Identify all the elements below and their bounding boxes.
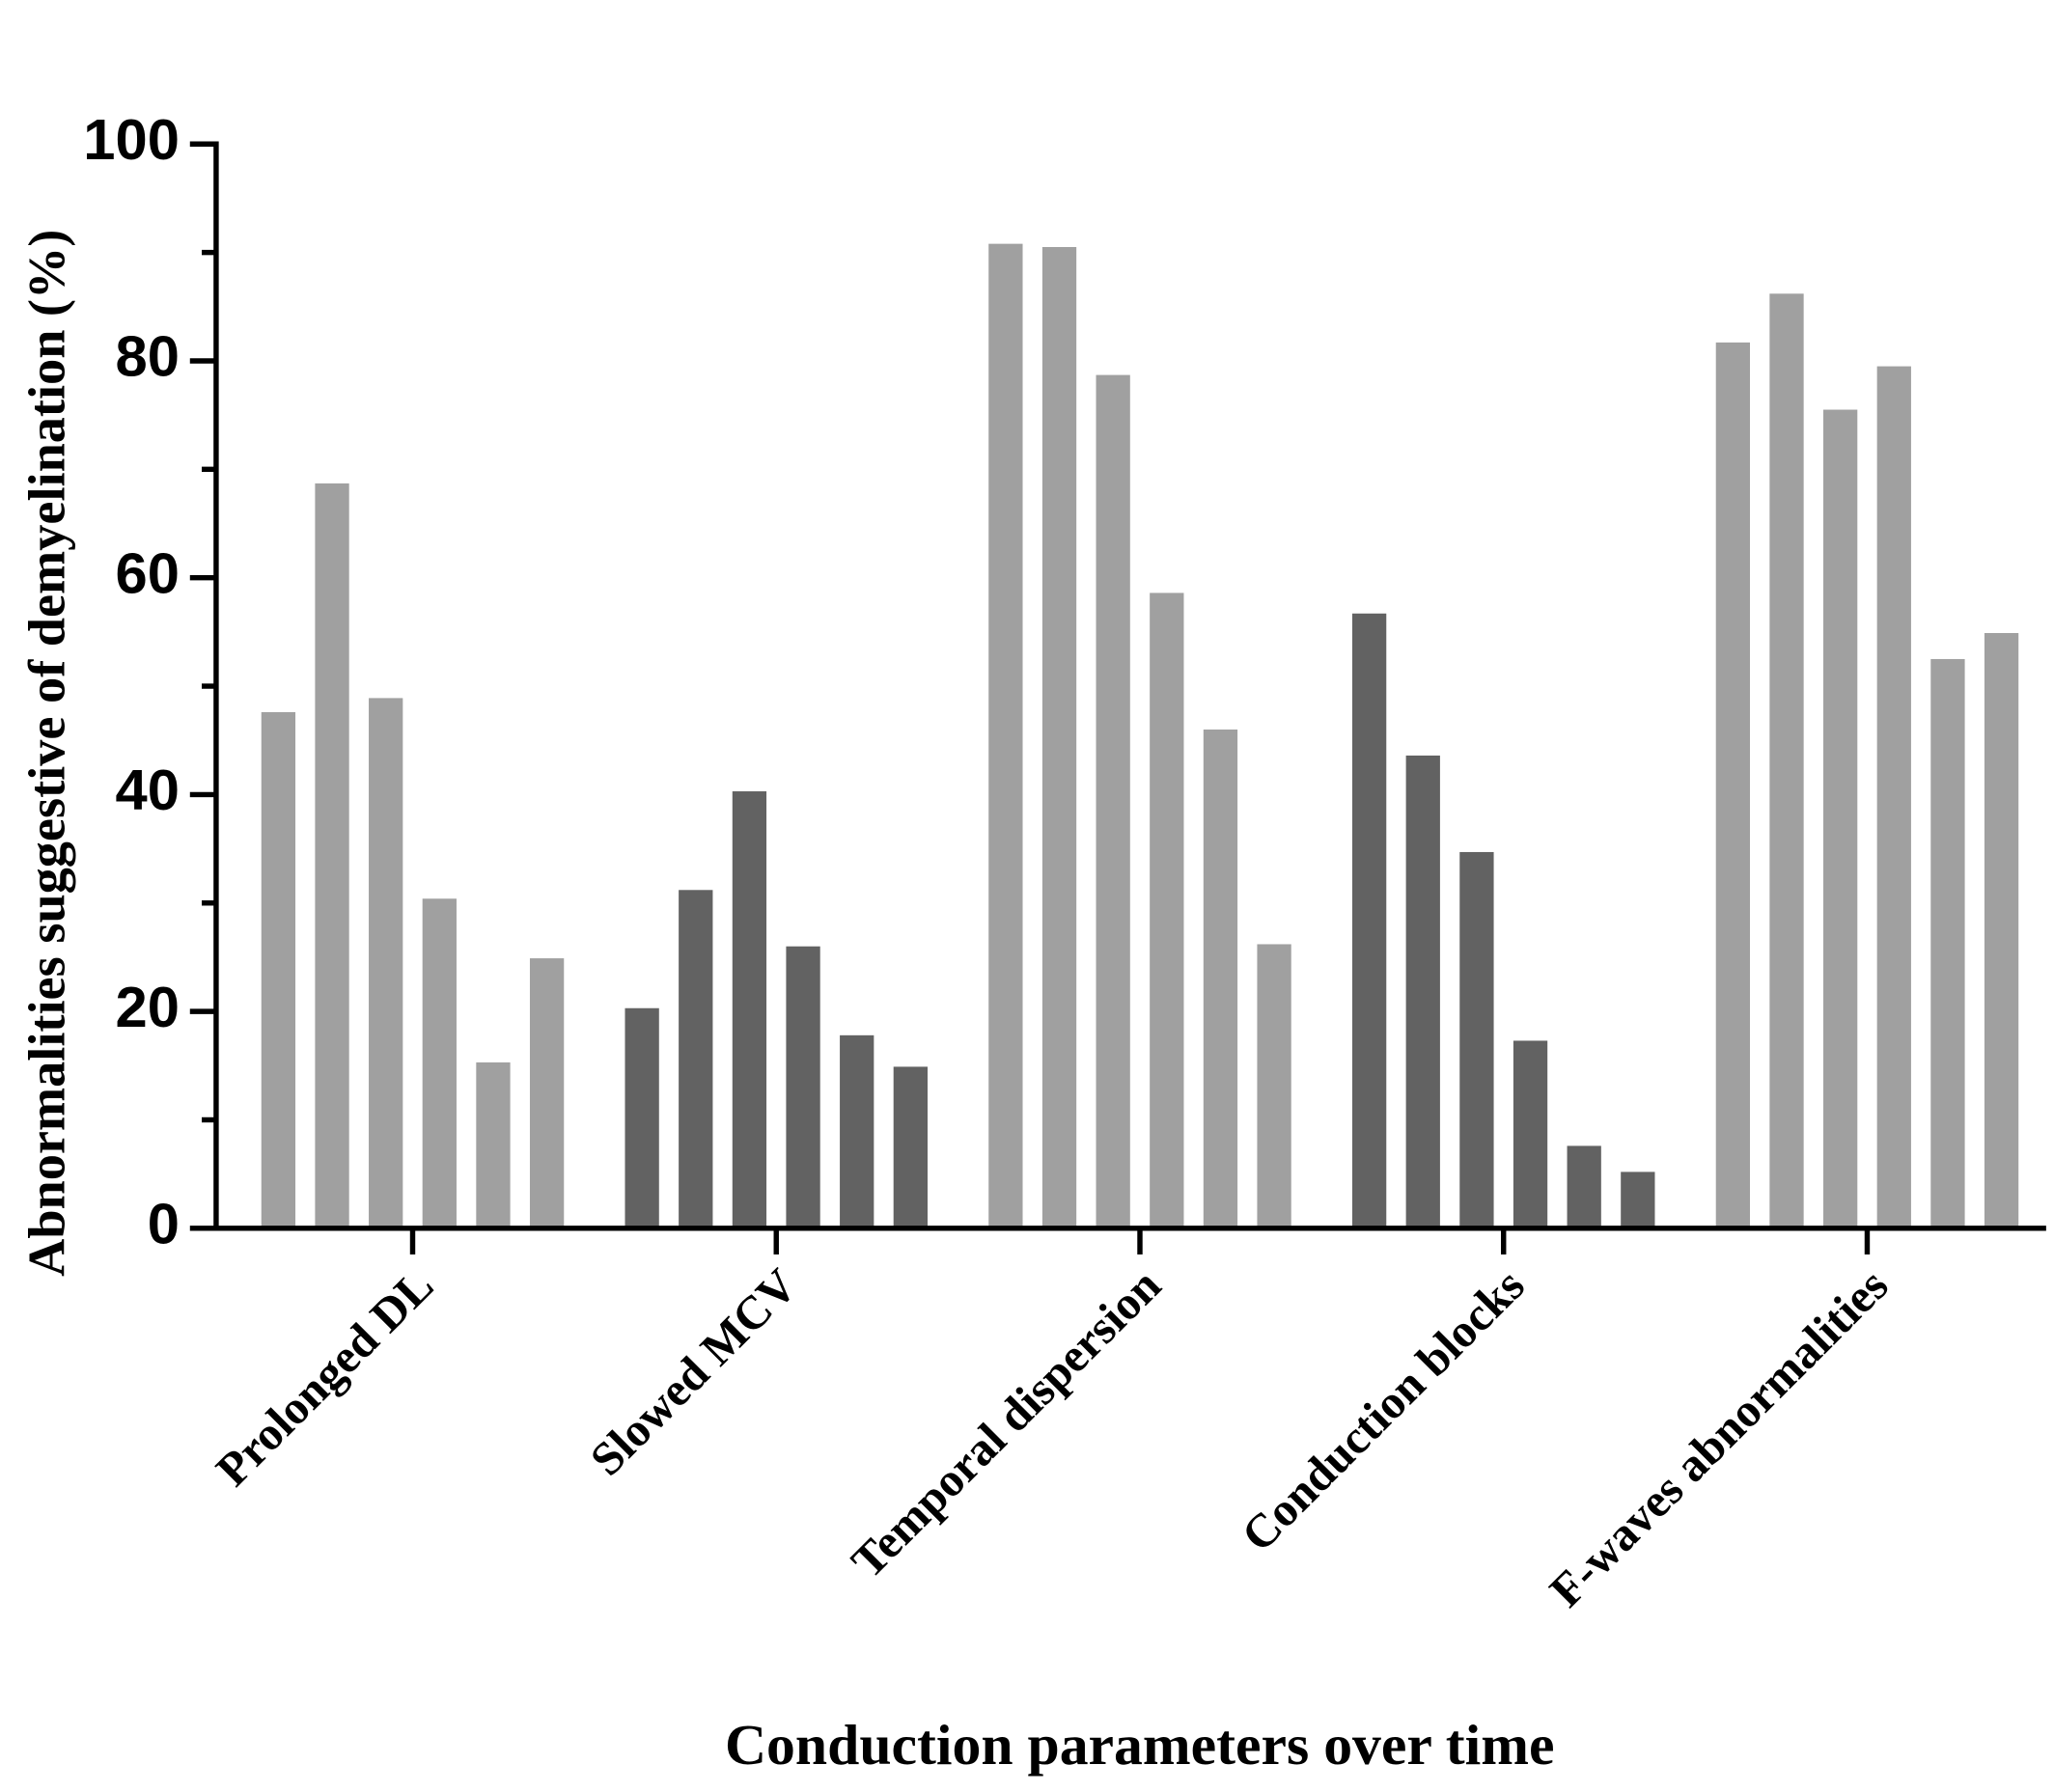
bar	[1876, 366, 1911, 1228]
x-tick-label: Conduction blocks	[1231, 1258, 1534, 1561]
x-tick-label: Temporal dispersion	[841, 1258, 1171, 1588]
bar	[1459, 851, 1494, 1228]
bar	[1769, 293, 1804, 1228]
bar	[1096, 374, 1130, 1228]
bar	[1823, 409, 1858, 1228]
bar	[1405, 755, 1440, 1228]
y-tick-label: 60	[116, 540, 180, 605]
bar	[369, 698, 403, 1228]
bar	[1513, 1040, 1548, 1228]
y-tick-label: 80	[116, 324, 180, 389]
bar	[988, 243, 1023, 1228]
bar	[1257, 944, 1291, 1228]
bar	[422, 898, 457, 1228]
bar	[1621, 1172, 1655, 1228]
bar	[679, 890, 713, 1228]
y-tick-label: 100	[83, 107, 180, 172]
y-axis-title: Abnormalities suggestive of demyelinatio…	[18, 230, 76, 1277]
x-tick-label: Prolonged DL	[206, 1258, 443, 1496]
x-axis-title: Conduction parameters over time	[725, 1713, 1555, 1777]
bar	[625, 1007, 659, 1228]
bar	[840, 1034, 874, 1228]
bar	[476, 1061, 511, 1228]
bar	[1984, 632, 2019, 1228]
y-tick-label: 20	[116, 975, 180, 1039]
bar	[1150, 593, 1184, 1228]
bar	[786, 946, 820, 1228]
bar	[732, 791, 767, 1228]
bar	[1203, 729, 1238, 1228]
bar	[529, 958, 565, 1228]
bar	[261, 712, 296, 1228]
bar	[1930, 658, 1965, 1228]
y-tick-label: 0	[148, 1192, 180, 1256]
x-tick-label: F-waves abnormalities	[1540, 1258, 1899, 1617]
y-tick-label: 40	[116, 758, 180, 822]
bar	[893, 1066, 928, 1228]
bar	[315, 482, 349, 1228]
bar	[1351, 613, 1387, 1228]
bar	[1567, 1145, 1601, 1228]
bar	[1041, 247, 1077, 1228]
bar	[1715, 342, 1751, 1228]
x-tick-label: Slowed MCV	[580, 1258, 808, 1486]
